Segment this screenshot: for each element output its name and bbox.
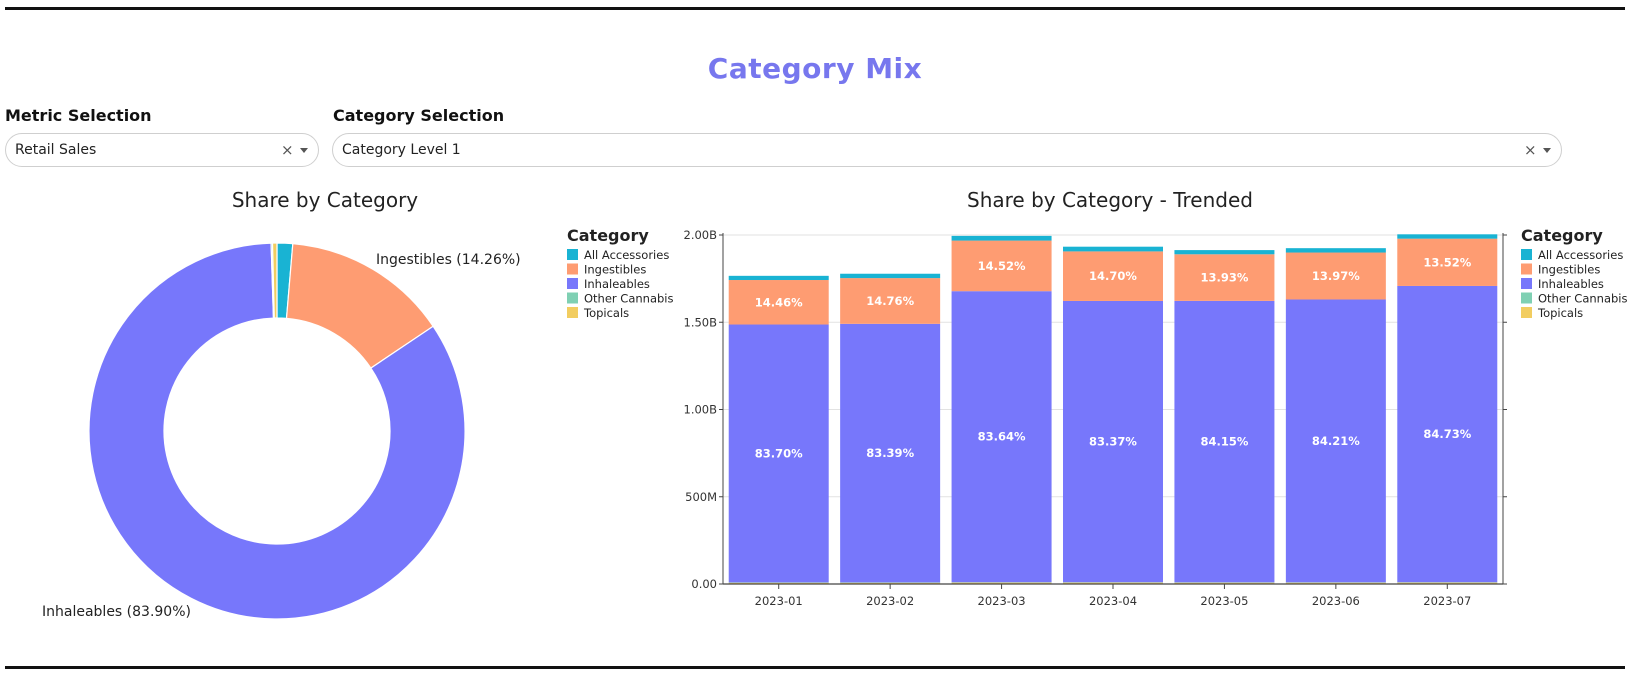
x-tick-label: 2023-06 [1312, 594, 1360, 608]
bar-topicals-2023-01 [728, 582, 829, 584]
bar-ingestibles-2023-05 [1174, 254, 1275, 301]
bar-all-accessories-2023-04 [1063, 246, 1163, 252]
bar-label-ingestibles-2023-06: 13.97% [1312, 269, 1360, 283]
bar-inhaleables-2023-04 [1063, 300, 1163, 583]
bar-inhaleables-2023-07 [1397, 285, 1498, 583]
y-tick-label: 500M [685, 490, 717, 504]
donut-slice-inhaleables [88, 242, 466, 620]
category-clear-icon[interactable]: × [1524, 141, 1537, 159]
category-dropdown[interactable]: Category Level 1 × [332, 133, 1562, 167]
bar-ingestibles-2023-02 [840, 278, 941, 324]
bar-topicals-2023-06 [1285, 582, 1386, 584]
bar-legend-title: Category [1521, 226, 1603, 245]
bottom-divider [5, 666, 1625, 669]
donut-legend-title: Category [567, 226, 649, 245]
bar-label-inhaleables-2023-07: 84.73% [1423, 427, 1471, 441]
donut-legend-swatch-topicals [567, 307, 578, 318]
bar-all-accessories-2023-07 [1397, 234, 1498, 239]
category-selection-label: Category Selection [333, 106, 505, 125]
donut-legend-swatch-all-accessories [567, 249, 578, 260]
metric-selection-label: Metric Selection [5, 106, 152, 125]
top-divider [5, 7, 1625, 10]
bar-chart-title: Share by Category - Trended [967, 188, 1253, 212]
bar-inhaleables-2023-05 [1174, 300, 1275, 583]
bar-topicals-2023-02 [840, 582, 941, 584]
bar-inhaleables-2023-02 [840, 323, 941, 583]
donut-label-ingestibles: Ingestibles (14.26%) [376, 252, 521, 268]
bar-label-ingestibles-2023-07: 13.52% [1423, 255, 1471, 269]
bar-all-accessories-2023-01 [728, 275, 829, 281]
x-tick-label: 2023-05 [1200, 594, 1248, 608]
bar-legend-swatch-other-cannabis [1521, 292, 1532, 304]
bar-topicals-2023-04 [1063, 582, 1163, 584]
donut-legend-item-all-accessories: All Accessories [584, 248, 669, 262]
bar-legend-item-topicals: Topicals [1537, 306, 1583, 320]
bar-label-ingestibles-2023-04: 14.70% [1089, 269, 1137, 283]
bar-all-accessories-2023-06 [1285, 248, 1386, 253]
bar-inhaleables-2023-06 [1285, 299, 1386, 583]
bar-legend-swatch-all-accessories [1521, 249, 1532, 260]
bar-label-ingestibles-2023-02: 14.76% [866, 294, 914, 308]
donut-legend-item-ingestibles: Ingestibles [584, 263, 646, 277]
bar-legend-swatch-ingestibles [1521, 263, 1532, 275]
bar-ingestibles-2023-04 [1063, 251, 1163, 301]
bar-ingestibles-2023-03 [951, 240, 1052, 292]
bar-label-inhaleables-2023-02: 83.39% [866, 446, 914, 460]
bar-legend-item-all-accessories: All Accessories [1538, 248, 1623, 262]
bar-ingestibles-2023-06 [1285, 252, 1386, 300]
x-tick-label: 2023-03 [978, 594, 1026, 608]
page-title: Category Mix [707, 52, 923, 85]
donut-legend-item-other-cannabis: Other Cannabis [584, 292, 674, 306]
bar-topicals-2023-03 [951, 582, 1052, 584]
metric-chevron-down-icon[interactable] [300, 148, 308, 153]
bar-legend-item-inhaleables: Inhaleables [1538, 277, 1604, 291]
bar-topicals-2023-07 [1397, 582, 1498, 584]
donut-legend-item-inhaleables: Inhaleables [584, 277, 650, 291]
bar-topicals-2023-05 [1174, 582, 1275, 584]
donut-legend-swatch-ingestibles [567, 263, 578, 275]
category-chevron-down-icon[interactable] [1543, 148, 1551, 153]
bar-legend-item-ingestibles: Ingestibles [1538, 263, 1600, 277]
bar-all-accessories-2023-05 [1174, 250, 1275, 255]
bar-label-inhaleables-2023-05: 84.15% [1200, 435, 1248, 449]
bar-ingestibles-2023-01 [728, 280, 829, 325]
y-tick-label: 2.00B [684, 228, 718, 242]
donut-slice-topicals [271, 242, 278, 319]
x-tick-label: 2023-04 [1089, 594, 1137, 608]
x-tick-label: 2023-02 [866, 594, 914, 608]
donut-chart-title: Share by Category [231, 188, 419, 212]
x-tick-label: 2023-01 [755, 594, 803, 608]
bar-inhaleables-2023-03 [951, 291, 1052, 583]
bar-legend-item-other-cannabis: Other Cannabis [1538, 292, 1628, 306]
donut-legend-swatch-other-cannabis [567, 292, 578, 304]
y-tick-label: 1.50B [684, 315, 718, 329]
bar-inhaleables-2023-01 [728, 324, 829, 583]
bar-label-inhaleables-2023-03: 83.64% [978, 430, 1026, 444]
bar-ingestibles-2023-07 [1397, 238, 1498, 286]
bar-label-ingestibles-2023-03: 14.52% [978, 259, 1026, 273]
y-tick-label: 0.00 [691, 577, 717, 591]
bar-all-accessories-2023-03 [951, 235, 1052, 241]
bar-label-inhaleables-2023-01: 83.70% [755, 446, 803, 460]
bar-label-inhaleables-2023-04: 83.37% [1089, 435, 1137, 449]
donut-label-inhaleables: Inhaleables (83.90%) [42, 604, 191, 620]
bar-legend-swatch-topicals [1521, 307, 1532, 318]
metric-dropdown[interactable]: Retail Sales × [5, 133, 319, 167]
y-tick-label: 1.00B [684, 403, 718, 417]
bar-label-inhaleables-2023-06: 84.21% [1312, 434, 1360, 448]
bar-label-ingestibles-2023-05: 13.93% [1200, 271, 1248, 285]
bar-legend-swatch-inhaleables [1521, 278, 1532, 289]
x-tick-label: 2023-07 [1423, 594, 1471, 608]
metric-clear-icon[interactable]: × [281, 141, 294, 159]
metric-dropdown-value: Retail Sales [15, 142, 97, 158]
donut-legend-swatch-inhaleables [567, 278, 578, 289]
category-dropdown-value: Category Level 1 [342, 142, 461, 158]
donut-legend-item-topicals: Topicals [583, 306, 629, 320]
bar-all-accessories-2023-02 [840, 273, 941, 279]
bar-label-ingestibles-2023-01: 14.46% [755, 295, 803, 309]
